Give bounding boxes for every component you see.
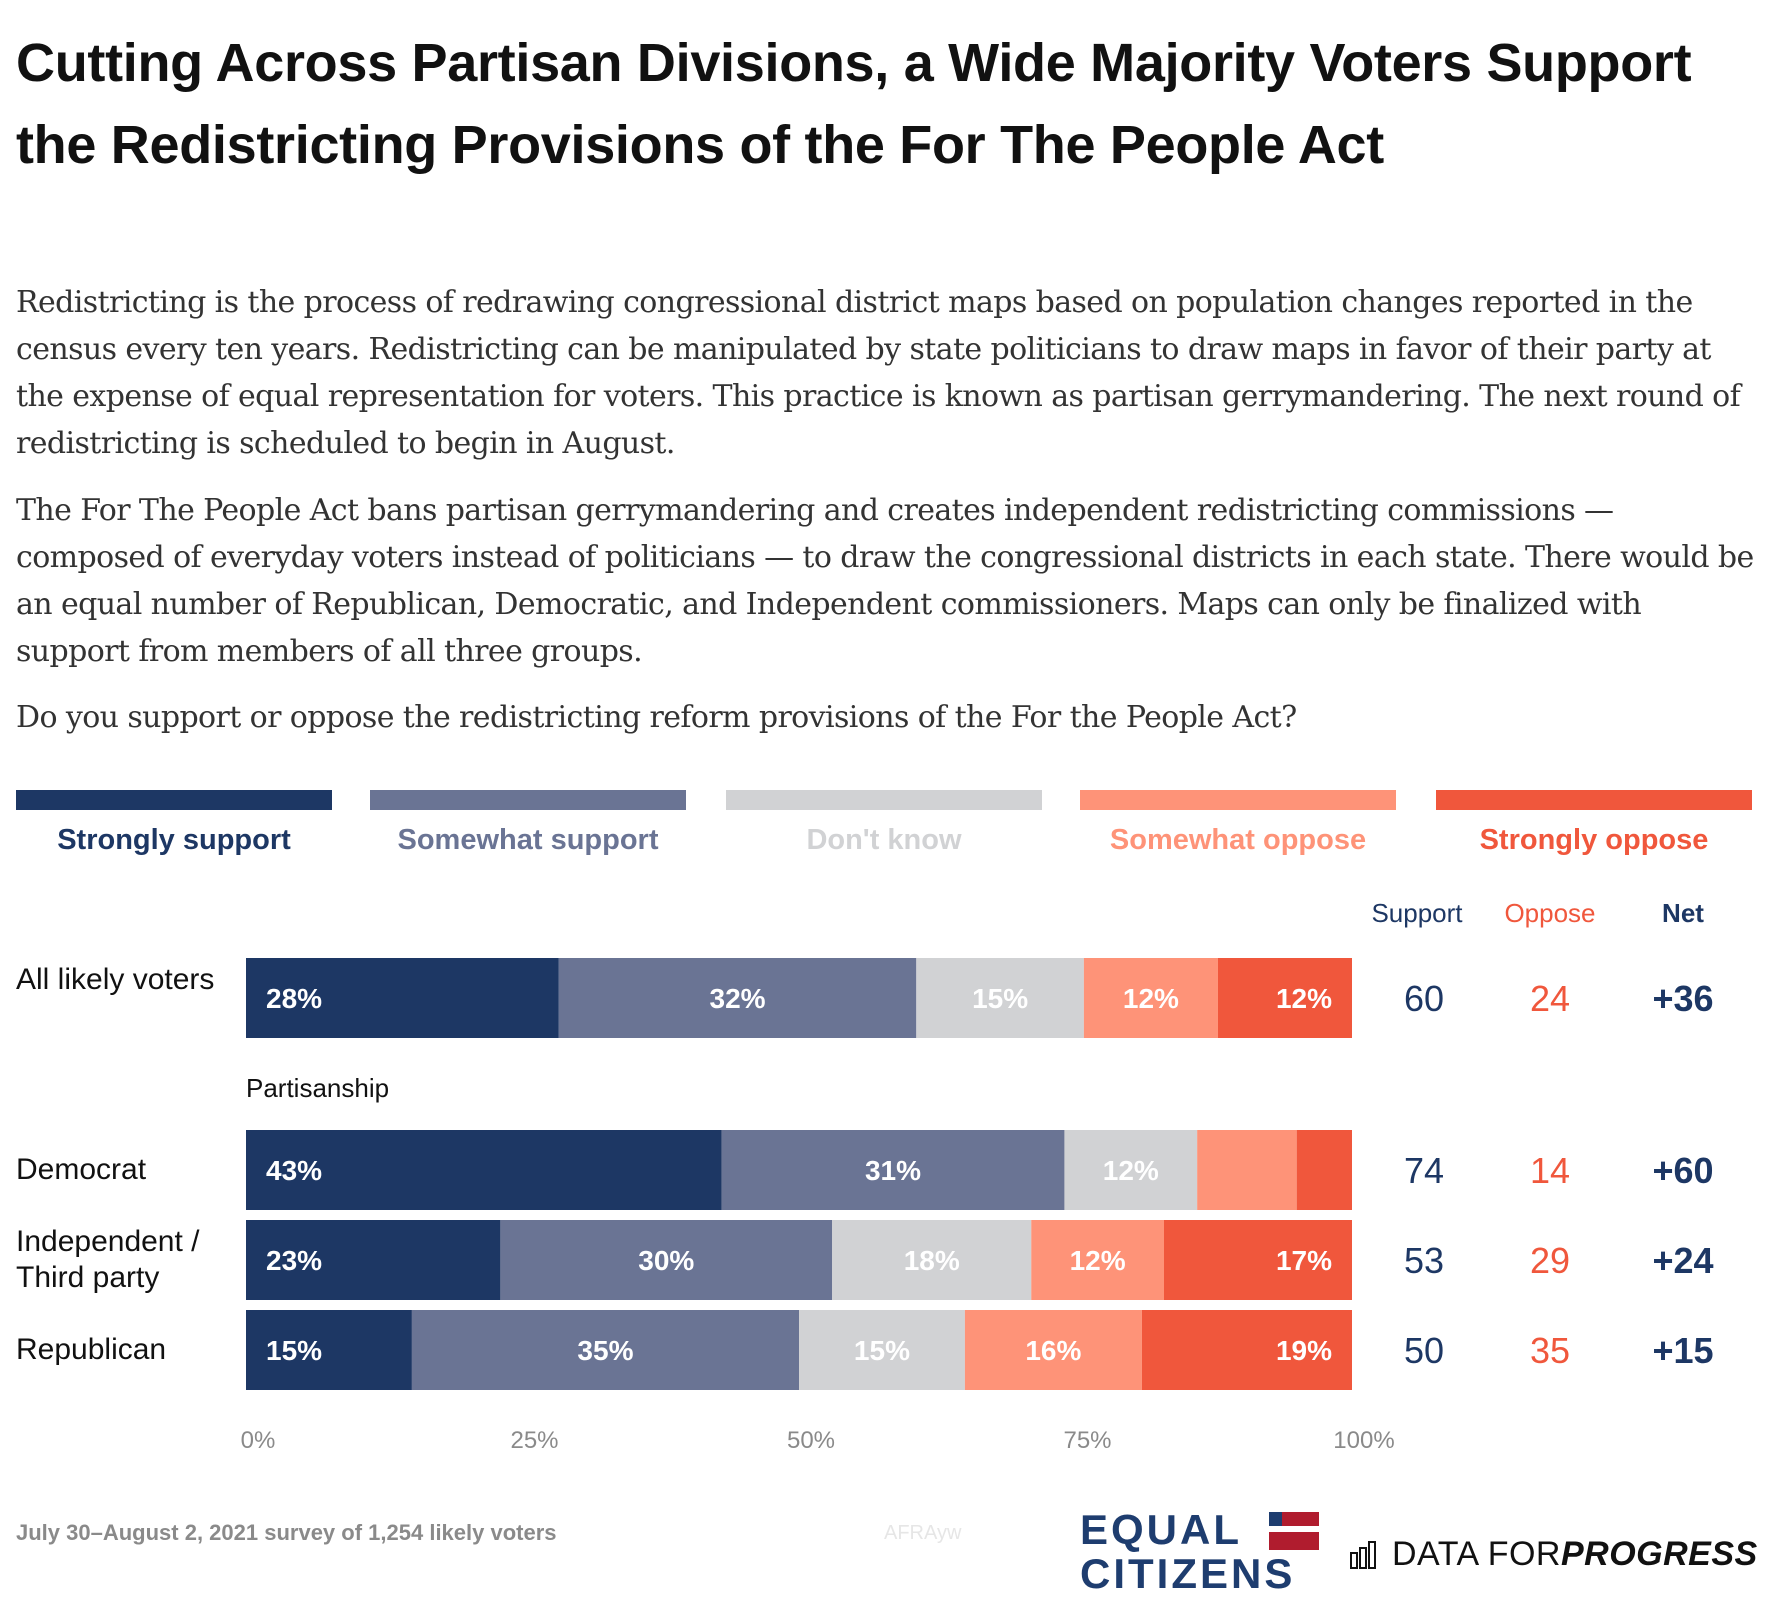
bar-segment-all-likely-voters-don-t-know xyxy=(916,958,1084,1038)
bar-segment-independent-third-party-strongly-support xyxy=(246,1220,501,1300)
bar-segment-all-likely-voters-somewhat-oppose xyxy=(1083,958,1218,1038)
x-tick-label: 75% xyxy=(1063,1427,1111,1454)
bar-segment-independent-third-party-somewhat-support xyxy=(500,1220,833,1300)
bar-segment-all-likely-voters-strongly-support xyxy=(246,958,559,1038)
intro-paragraph: Redistricting is the process of redrawin… xyxy=(16,285,1741,461)
legend-item-somewhat-oppose: Somewhat oppose xyxy=(1080,790,1396,857)
bar-label-republican-strongly-support: 15% xyxy=(266,1335,322,1366)
net-value-democrat: +60 xyxy=(1652,1150,1713,1191)
watermark: AFRAyw xyxy=(884,1522,962,1544)
row-label-republican: Republican xyxy=(16,1333,167,1366)
legend-swatch xyxy=(16,790,332,810)
bar-label-all-likely-voters-don-t-know: 15% xyxy=(972,983,1028,1014)
support-value-democrat: 74 xyxy=(1404,1150,1444,1191)
bar-label-all-likely-voters-strongly-oppose: 12% xyxy=(1276,983,1332,1014)
legend-label: Strongly support xyxy=(57,824,291,856)
legend-swatch xyxy=(1080,790,1396,810)
bar-segment-republican-somewhat-support xyxy=(411,1310,799,1390)
bar-segment-democrat-strongly-support xyxy=(246,1130,722,1210)
oppose-value-all-likely-voters: 24 xyxy=(1530,978,1570,1019)
net-value-independent-third-party: +24 xyxy=(1652,1240,1713,1281)
legend-item-dont-know: Don't know xyxy=(726,790,1042,857)
bar-segment-independent-third-party-don-t-know xyxy=(832,1220,1032,1300)
section-label-partisanship: Partisanship xyxy=(246,1073,390,1103)
bar-label-all-likely-voters-strongly-support: 28% xyxy=(266,983,322,1014)
x-tick-label: 50% xyxy=(787,1427,835,1454)
legend-label: Somewhat oppose xyxy=(1109,824,1367,856)
bar-label-independent-third-party-somewhat-support: 30% xyxy=(638,1245,694,1276)
bar-segment-independent-third-party-strongly-oppose xyxy=(1163,1220,1352,1300)
legend-item-somewhat-support: Somewhat support xyxy=(370,790,686,857)
data-for-progress-logo: DATA FOR PROGRESS xyxy=(1350,1534,1758,1574)
logo-word-equal: EQUAL xyxy=(1080,1506,1242,1553)
column-header-support: Support xyxy=(1371,898,1463,928)
bar-segment-all-likely-voters-somewhat-support xyxy=(558,958,917,1038)
net-value-all-likely-voters: +36 xyxy=(1652,978,1713,1019)
legend-swatch xyxy=(726,790,1042,810)
logo-text-data-for: DATA FOR xyxy=(1392,1534,1561,1573)
oppose-value-independent-third-party: 29 xyxy=(1530,1240,1570,1281)
survey-note: July 30–August 2, 2021 survey of 1,254 l… xyxy=(16,1520,557,1545)
bar-segment-all-likely-voters-strongly-oppose xyxy=(1217,958,1352,1038)
net-value-republican: +15 xyxy=(1652,1330,1713,1371)
support-value-independent-third-party: 53 xyxy=(1404,1240,1444,1281)
legend-label: Don't know xyxy=(806,824,962,856)
description-paragraph: The For The People Act bans partisan ger… xyxy=(16,493,1754,669)
bar-label-democrat-don-t-know: 12% xyxy=(1103,1155,1159,1186)
bar-segment-democrat-somewhat-support xyxy=(721,1130,1065,1210)
legend-item-strongly-support: Strongly support xyxy=(16,790,332,857)
chart-title: Cutting Across Partisan Divisions, a Wid… xyxy=(16,33,1692,175)
bar-chart-icon xyxy=(1350,1541,1376,1569)
bar-label-independent-third-party-strongly-oppose: 17% xyxy=(1276,1245,1332,1276)
x-tick-label: 0% xyxy=(241,1427,276,1454)
bar-label-all-likely-voters-somewhat-oppose: 12% xyxy=(1123,983,1179,1014)
question-text: Do you support or oppose the redistricti… xyxy=(16,700,1297,735)
legend-label: Somewhat support xyxy=(397,824,659,856)
bar-segment-republican-strongly-support xyxy=(246,1310,412,1390)
bar-segment-republican-somewhat-oppose xyxy=(964,1310,1142,1390)
column-header-oppose: Oppose xyxy=(1504,898,1596,928)
bar-segment-republican-don-t-know xyxy=(799,1310,965,1390)
flag-stripe-icon xyxy=(1269,1532,1319,1550)
bar-segment-republican-strongly-oppose xyxy=(1141,1310,1352,1390)
bar-label-democrat-strongly-support: 43% xyxy=(266,1155,322,1186)
legend-label: Strongly oppose xyxy=(1479,824,1709,856)
legend-swatch xyxy=(1436,790,1752,810)
bar-segment-independent-third-party-somewhat-oppose xyxy=(1031,1220,1164,1300)
logo-word-citizens: CITIZENS xyxy=(1080,1550,1296,1597)
flag-icon xyxy=(1269,1512,1319,1526)
bar-label-independent-third-party-somewhat-oppose: 12% xyxy=(1070,1245,1126,1276)
support-value-all-likely-voters: 60 xyxy=(1404,978,1444,1019)
x-tick-label: 25% xyxy=(510,1427,558,1454)
row-label-democrat: Democrat xyxy=(16,1153,147,1186)
bar-label-republican-somewhat-oppose: 16% xyxy=(1025,1335,1081,1366)
row-label-independent: Independent / Third party xyxy=(16,1225,200,1294)
support-value-republican: 50 xyxy=(1404,1330,1444,1371)
bar-segment-democrat-somewhat-oppose xyxy=(1197,1130,1297,1210)
bar-label-republican-strongly-oppose: 19% xyxy=(1276,1335,1332,1366)
bar-label-independent-third-party-don-t-know: 18% xyxy=(904,1245,960,1276)
equal-citizens-logo: EQUAL CITIZENS xyxy=(1080,1506,1320,1595)
bar-label-republican-somewhat-support: 35% xyxy=(577,1335,633,1366)
bar-label-all-likely-voters-somewhat-support: 32% xyxy=(710,983,766,1014)
bar-segment-democrat-don-t-know xyxy=(1064,1130,1198,1210)
bar-label-republican-don-t-know: 15% xyxy=(854,1335,910,1366)
column-header-net: Net xyxy=(1662,898,1704,928)
bar-label-independent-third-party-strongly-support: 23% xyxy=(266,1245,322,1276)
legend-swatch xyxy=(370,790,686,810)
bar-label-democrat-somewhat-support: 31% xyxy=(865,1155,921,1186)
legend-item-strongly-oppose: Strongly oppose xyxy=(1436,790,1752,857)
logo-text-progress: PROGRESS xyxy=(1560,1534,1758,1573)
row-label-all-likely-voters: All likely voters xyxy=(16,963,215,996)
bar-segment-democrat-strongly-oppose xyxy=(1296,1130,1352,1210)
oppose-value-republican: 35 xyxy=(1530,1330,1570,1371)
x-tick-label: 100% xyxy=(1333,1427,1394,1454)
oppose-value-democrat: 14 xyxy=(1530,1150,1570,1191)
